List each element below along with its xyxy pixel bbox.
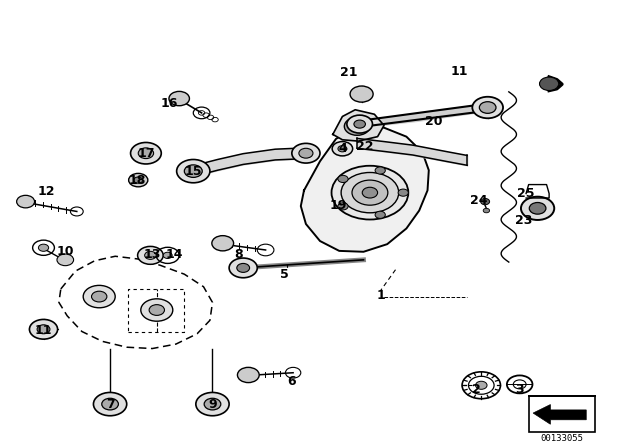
Circle shape bbox=[472, 97, 503, 118]
Text: 2: 2 bbox=[472, 383, 481, 396]
Circle shape bbox=[483, 208, 490, 213]
Circle shape bbox=[354, 120, 365, 128]
Text: 10: 10 bbox=[56, 245, 74, 258]
Text: 4: 4 bbox=[338, 142, 347, 155]
Circle shape bbox=[332, 142, 353, 156]
Circle shape bbox=[177, 159, 210, 183]
Circle shape bbox=[138, 148, 154, 159]
Circle shape bbox=[129, 173, 148, 187]
Circle shape bbox=[362, 187, 378, 198]
Text: 11: 11 bbox=[451, 65, 468, 78]
Circle shape bbox=[529, 202, 546, 214]
Text: 25: 25 bbox=[517, 187, 535, 200]
Text: 7: 7 bbox=[106, 397, 115, 411]
Circle shape bbox=[479, 102, 496, 113]
Circle shape bbox=[102, 398, 118, 410]
Circle shape bbox=[29, 319, 58, 339]
Text: 23: 23 bbox=[515, 214, 532, 227]
Circle shape bbox=[476, 381, 487, 389]
Circle shape bbox=[38, 244, 49, 251]
Circle shape bbox=[344, 117, 370, 135]
Text: 6: 6 bbox=[287, 375, 296, 388]
Circle shape bbox=[351, 122, 363, 130]
Text: 00133055: 00133055 bbox=[540, 434, 584, 443]
Polygon shape bbox=[333, 110, 384, 141]
Circle shape bbox=[169, 91, 189, 106]
Circle shape bbox=[212, 236, 234, 251]
Circle shape bbox=[481, 198, 490, 205]
Circle shape bbox=[332, 166, 408, 220]
Text: 21: 21 bbox=[340, 66, 358, 79]
Text: 18: 18 bbox=[129, 173, 147, 187]
Text: 13: 13 bbox=[143, 248, 161, 261]
Text: 5: 5 bbox=[280, 267, 289, 281]
Circle shape bbox=[163, 252, 172, 258]
Circle shape bbox=[229, 258, 257, 278]
Circle shape bbox=[145, 251, 156, 259]
Circle shape bbox=[299, 148, 313, 158]
Text: 16: 16 bbox=[161, 97, 179, 111]
Circle shape bbox=[237, 263, 250, 272]
Circle shape bbox=[338, 146, 347, 152]
Text: 20: 20 bbox=[425, 115, 443, 129]
Circle shape bbox=[375, 211, 385, 218]
Text: 19: 19 bbox=[329, 198, 347, 212]
Text: 14: 14 bbox=[165, 248, 183, 261]
Circle shape bbox=[149, 305, 164, 315]
Circle shape bbox=[338, 203, 348, 210]
Polygon shape bbox=[301, 125, 429, 252]
Text: 22: 22 bbox=[356, 140, 374, 154]
Circle shape bbox=[131, 142, 161, 164]
Circle shape bbox=[398, 189, 408, 196]
Circle shape bbox=[540, 77, 559, 90]
Circle shape bbox=[134, 177, 143, 183]
Circle shape bbox=[204, 398, 221, 410]
Circle shape bbox=[184, 165, 202, 177]
Circle shape bbox=[196, 392, 229, 416]
Circle shape bbox=[347, 115, 372, 133]
Circle shape bbox=[375, 167, 385, 174]
Text: 11: 11 bbox=[35, 324, 52, 337]
Circle shape bbox=[37, 325, 50, 334]
Circle shape bbox=[141, 299, 173, 321]
Text: 9: 9 bbox=[208, 397, 217, 411]
Text: 24: 24 bbox=[470, 194, 488, 207]
Circle shape bbox=[83, 285, 115, 308]
Circle shape bbox=[352, 180, 388, 205]
Polygon shape bbox=[533, 405, 586, 424]
Circle shape bbox=[17, 195, 35, 208]
Circle shape bbox=[57, 254, 74, 266]
Circle shape bbox=[350, 86, 373, 102]
Circle shape bbox=[521, 197, 554, 220]
Circle shape bbox=[338, 175, 348, 182]
Text: 8: 8 bbox=[234, 248, 243, 261]
Text: 17: 17 bbox=[137, 146, 155, 160]
Circle shape bbox=[341, 172, 399, 213]
Circle shape bbox=[92, 291, 107, 302]
Text: 12: 12 bbox=[37, 185, 55, 198]
Circle shape bbox=[138, 246, 163, 264]
Text: 15: 15 bbox=[184, 164, 202, 178]
Circle shape bbox=[237, 367, 259, 383]
Circle shape bbox=[292, 143, 320, 163]
Circle shape bbox=[93, 392, 127, 416]
Text: 3: 3 bbox=[515, 383, 524, 396]
Text: 1: 1 bbox=[376, 289, 385, 302]
